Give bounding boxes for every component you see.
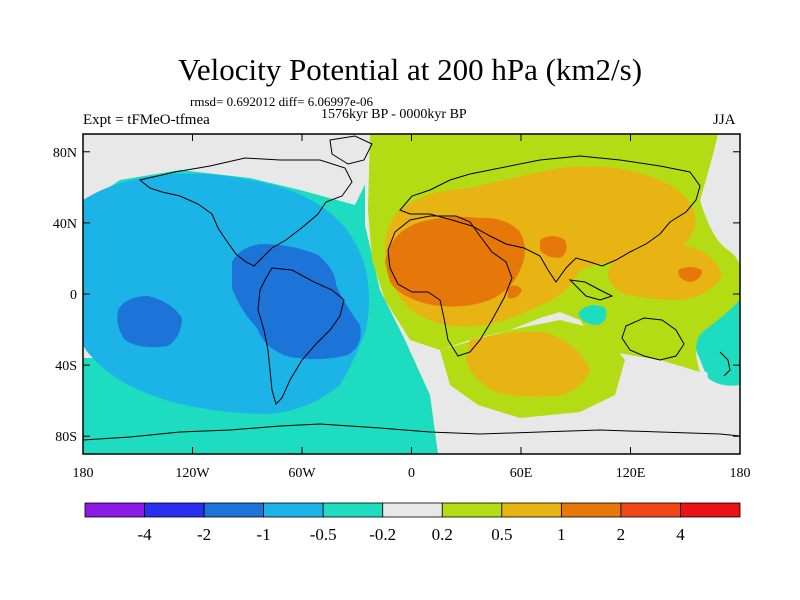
positive-region-0.5-south	[466, 331, 590, 397]
colorbar-swatch	[620, 502, 681, 518]
y-tick-label: 0	[70, 288, 77, 303]
colorbar-swatch	[203, 502, 265, 518]
axes-layer: 180 120W 60W 0 60E 120E 180 80N 40N 0 40S 80S	[53, 134, 751, 481]
x-tick-label: 120E	[616, 466, 646, 481]
x-tick-label: 60W	[288, 466, 316, 481]
australia-outline	[621, 317, 685, 361]
positive-region-0.5-east	[608, 245, 722, 300]
y-tick-label: 40N	[53, 217, 77, 232]
colorbar-label: 2	[617, 525, 626, 544]
colorbar-swatch	[144, 502, 205, 518]
negative-region-1-pacific	[117, 296, 182, 348]
x-tick-label: 0	[408, 466, 415, 481]
chart-title: Velocity Potential at 200 hPa (km2/s)	[177, 52, 643, 87]
colorbar-label: -0.5	[310, 525, 337, 544]
experiment-label: Expt = tFMeO-tfmea	[83, 112, 210, 128]
positive-region-1-india	[540, 236, 567, 258]
colorbar-label: -1	[257, 525, 271, 544]
stats-label: rmsd= 0.692012 diff= 6.06997e-06	[190, 94, 374, 109]
negative-region-0.5-island	[180, 269, 208, 290]
x-tick-label: 180	[73, 466, 94, 481]
neutral-region-north	[83, 134, 372, 205]
colorbar-label: 1	[557, 525, 566, 544]
colorbar-swatch	[560, 502, 622, 518]
y-tick-label: 80S	[55, 430, 77, 445]
colorbar-swatch	[263, 502, 324, 518]
x-tick-label: 180	[730, 466, 751, 481]
positive-region-1-africa	[385, 216, 525, 307]
y-tick-label: 40S	[55, 359, 77, 374]
colorbar-label: -2	[197, 525, 211, 544]
eurasia-outline	[399, 155, 701, 283]
new-zealand-outline	[719, 351, 731, 377]
colorbar-label: -4	[137, 525, 152, 544]
colorbar-swatch	[680, 502, 741, 518]
maritime-continent-outline	[568, 279, 614, 301]
x-tick-label: 60E	[510, 466, 533, 481]
colorbar-label: 0.2	[432, 525, 453, 544]
antarctica-outline	[83, 423, 740, 441]
colorbar-label: 4	[676, 525, 685, 544]
colorbar-swatch	[84, 502, 145, 518]
colorbar-swatch	[322, 502, 384, 518]
colorbar-swatch	[501, 502, 562, 518]
coastlines	[83, 135, 740, 441]
season-label: JJA	[713, 112, 736, 128]
colorbar: -4 -2 -1 -0.5 -0.2 0.2 0.5 1 2 4	[84, 502, 741, 544]
colorbar-swatch	[441, 502, 503, 518]
negative-region-0.2-indian-ocean	[578, 304, 607, 325]
north-america-outline	[138, 157, 353, 267]
africa-outline	[387, 215, 513, 357]
greenland-outline	[329, 135, 373, 165]
period-label: 1576kyr BP - 0000kyr BP	[321, 107, 467, 122]
south-america-outline	[257, 267, 345, 405]
field-layer	[83, 134, 740, 454]
positive-region-1-eastafrica	[507, 285, 522, 299]
colorbar-label: 0.5	[491, 525, 512, 544]
negative-region-0.2-southeast	[705, 350, 740, 386]
positive-region-1-pacific	[678, 267, 702, 282]
colorbar-label: -0.2	[369, 525, 396, 544]
y-tick-label: 80N	[53, 146, 77, 161]
x-tick-label: 120W	[175, 466, 210, 481]
colorbar-swatch	[382, 502, 443, 518]
